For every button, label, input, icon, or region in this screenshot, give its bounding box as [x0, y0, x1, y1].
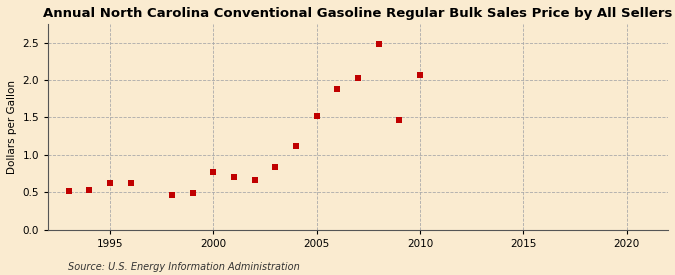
Y-axis label: Dollars per Gallon: Dollars per Gallon	[7, 80, 17, 174]
Point	[167, 193, 178, 197]
Point	[249, 178, 260, 183]
Point	[394, 117, 405, 122]
Point	[63, 189, 74, 193]
Text: Source: U.S. Energy Information Administration: Source: U.S. Energy Information Administ…	[68, 262, 299, 272]
Point	[126, 180, 136, 185]
Point	[414, 73, 425, 77]
Point	[208, 170, 219, 174]
Point	[291, 144, 302, 148]
Point	[84, 188, 95, 192]
Point	[311, 114, 322, 118]
Point	[188, 191, 198, 195]
Point	[229, 174, 240, 179]
Point	[373, 42, 384, 46]
Point	[270, 165, 281, 169]
Point	[332, 87, 343, 91]
Point	[353, 76, 364, 80]
Title: Annual North Carolina Conventional Gasoline Regular Bulk Sales Price by All Sell: Annual North Carolina Conventional Gasol…	[43, 7, 673, 20]
Point	[105, 180, 115, 185]
